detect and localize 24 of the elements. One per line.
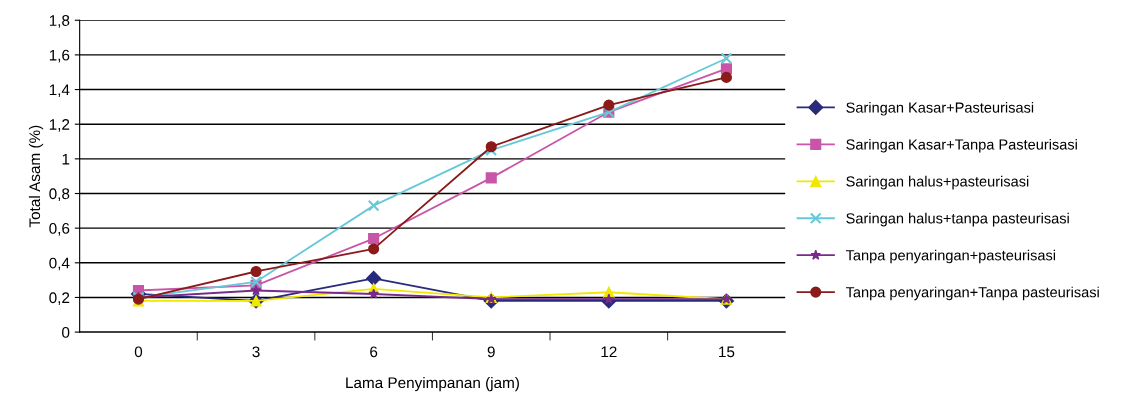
x-tick-label: 15 [719, 346, 735, 358]
legend-label: Saringan Kasar+Pasteurisasi [846, 102, 1034, 116]
x-tick-label: 3 [252, 346, 260, 358]
y-axis-title: Total Asam (%) [28, 125, 44, 228]
x-axis-title: Lama Penyimpanan (jam) [346, 376, 519, 392]
legend-label: Saringan halus+pasteurisasi [846, 175, 1029, 190]
y-tick-label: 1 [62, 153, 70, 165]
x-tick-label: 6 [370, 346, 378, 358]
x-tick-label: 9 [487, 346, 495, 358]
x-tick-label: 12 [601, 346, 617, 358]
legend-label: Tanpa penyaringan+pasteurisasi [845, 249, 1056, 264]
y-tick-label: 1,4 [49, 84, 70, 98]
y-tick-label: 0,2 [49, 292, 70, 305]
y-tick-label: 0,6 [49, 223, 70, 236]
x-tick-label: 0 [134, 346, 143, 358]
legend-label: Saringan Kasar+Tanpa Pasteurisasi [846, 138, 1077, 153]
y-tick-label: 1,6 [49, 49, 70, 63]
y-tick-label: 1,2 [49, 119, 70, 132]
legend-label: Tanpa penyaringan+Tanpa pasteurisasi [845, 286, 1099, 301]
y-tick-label: 0,8 [49, 188, 70, 201]
legend-label: Saringan halus+tanpa pasteurisasi [846, 212, 1069, 227]
y-tick-label: 0 [62, 326, 70, 338]
y-tick-label: 1,8 [49, 15, 70, 28]
y-tick-label: 0,4 [49, 257, 70, 271]
